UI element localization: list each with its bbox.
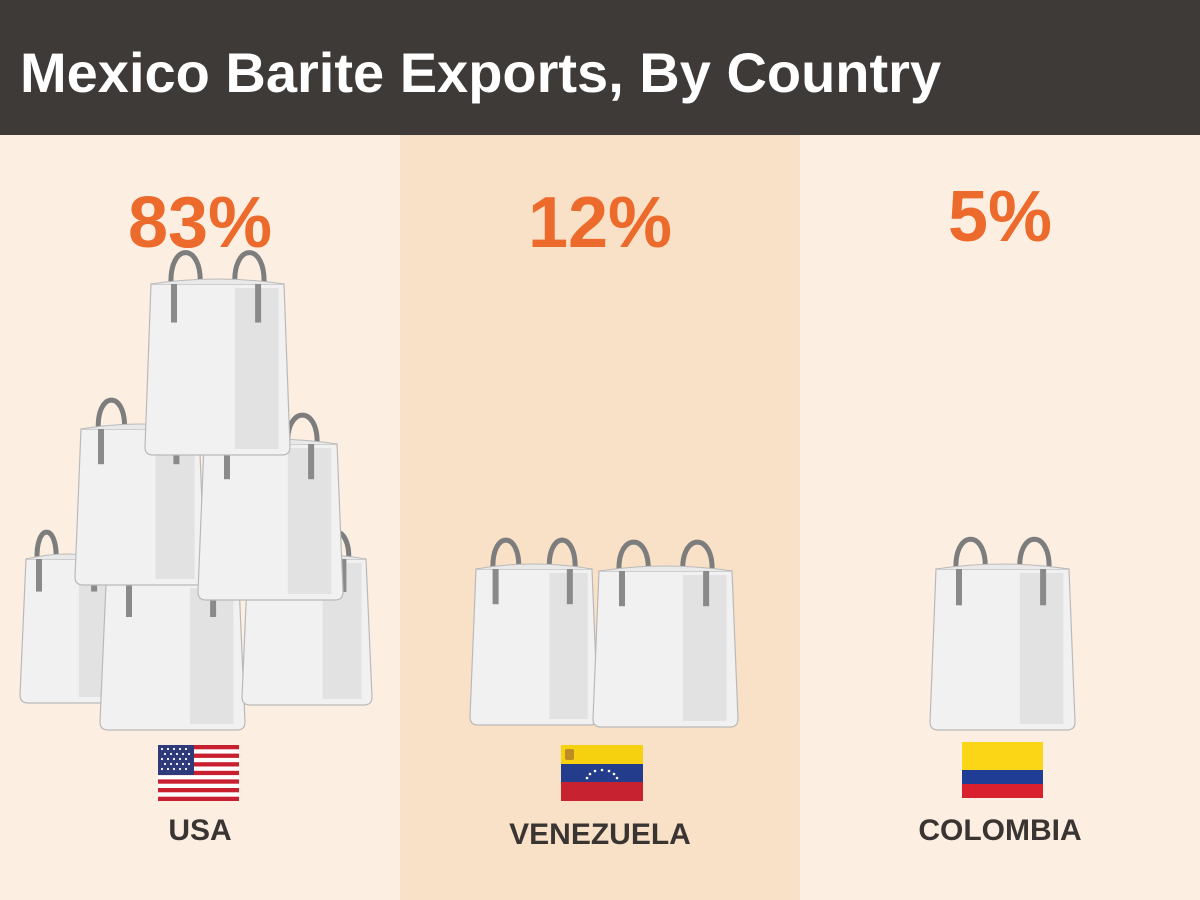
venezuela-flag-icon xyxy=(561,745,643,801)
percent-label: 5% xyxy=(947,177,1053,257)
bag-stack xyxy=(929,537,1076,731)
bag-stack xyxy=(469,537,739,728)
country-label: VENEZUELA xyxy=(509,818,691,851)
bulk-bag-icon xyxy=(592,539,739,728)
country-label: USA xyxy=(168,814,232,847)
bulk-bag-icon xyxy=(197,412,344,601)
country-column-colombia: 5% COLOMBIA xyxy=(800,135,1200,900)
bulk-bag-icon xyxy=(469,537,599,726)
country-label: COLOMBIA xyxy=(918,814,1082,847)
country-column-usa: 83% USA xyxy=(0,135,400,900)
usa-flag-icon xyxy=(158,745,239,801)
percent-label: 83% xyxy=(127,183,273,263)
colombia-flag-icon xyxy=(962,742,1043,798)
percent-label: 12% xyxy=(527,183,673,263)
bulk-bag-icon xyxy=(929,537,1076,731)
country-column-venezuela: 12% VENEZUELA xyxy=(400,135,800,900)
title-bar: Mexico Barite Exports, By Country xyxy=(0,0,1200,135)
bulk-bag-icon xyxy=(144,250,291,456)
chart-title: Mexico Barite Exports, By Country xyxy=(20,41,942,104)
bag-stack xyxy=(19,250,373,731)
